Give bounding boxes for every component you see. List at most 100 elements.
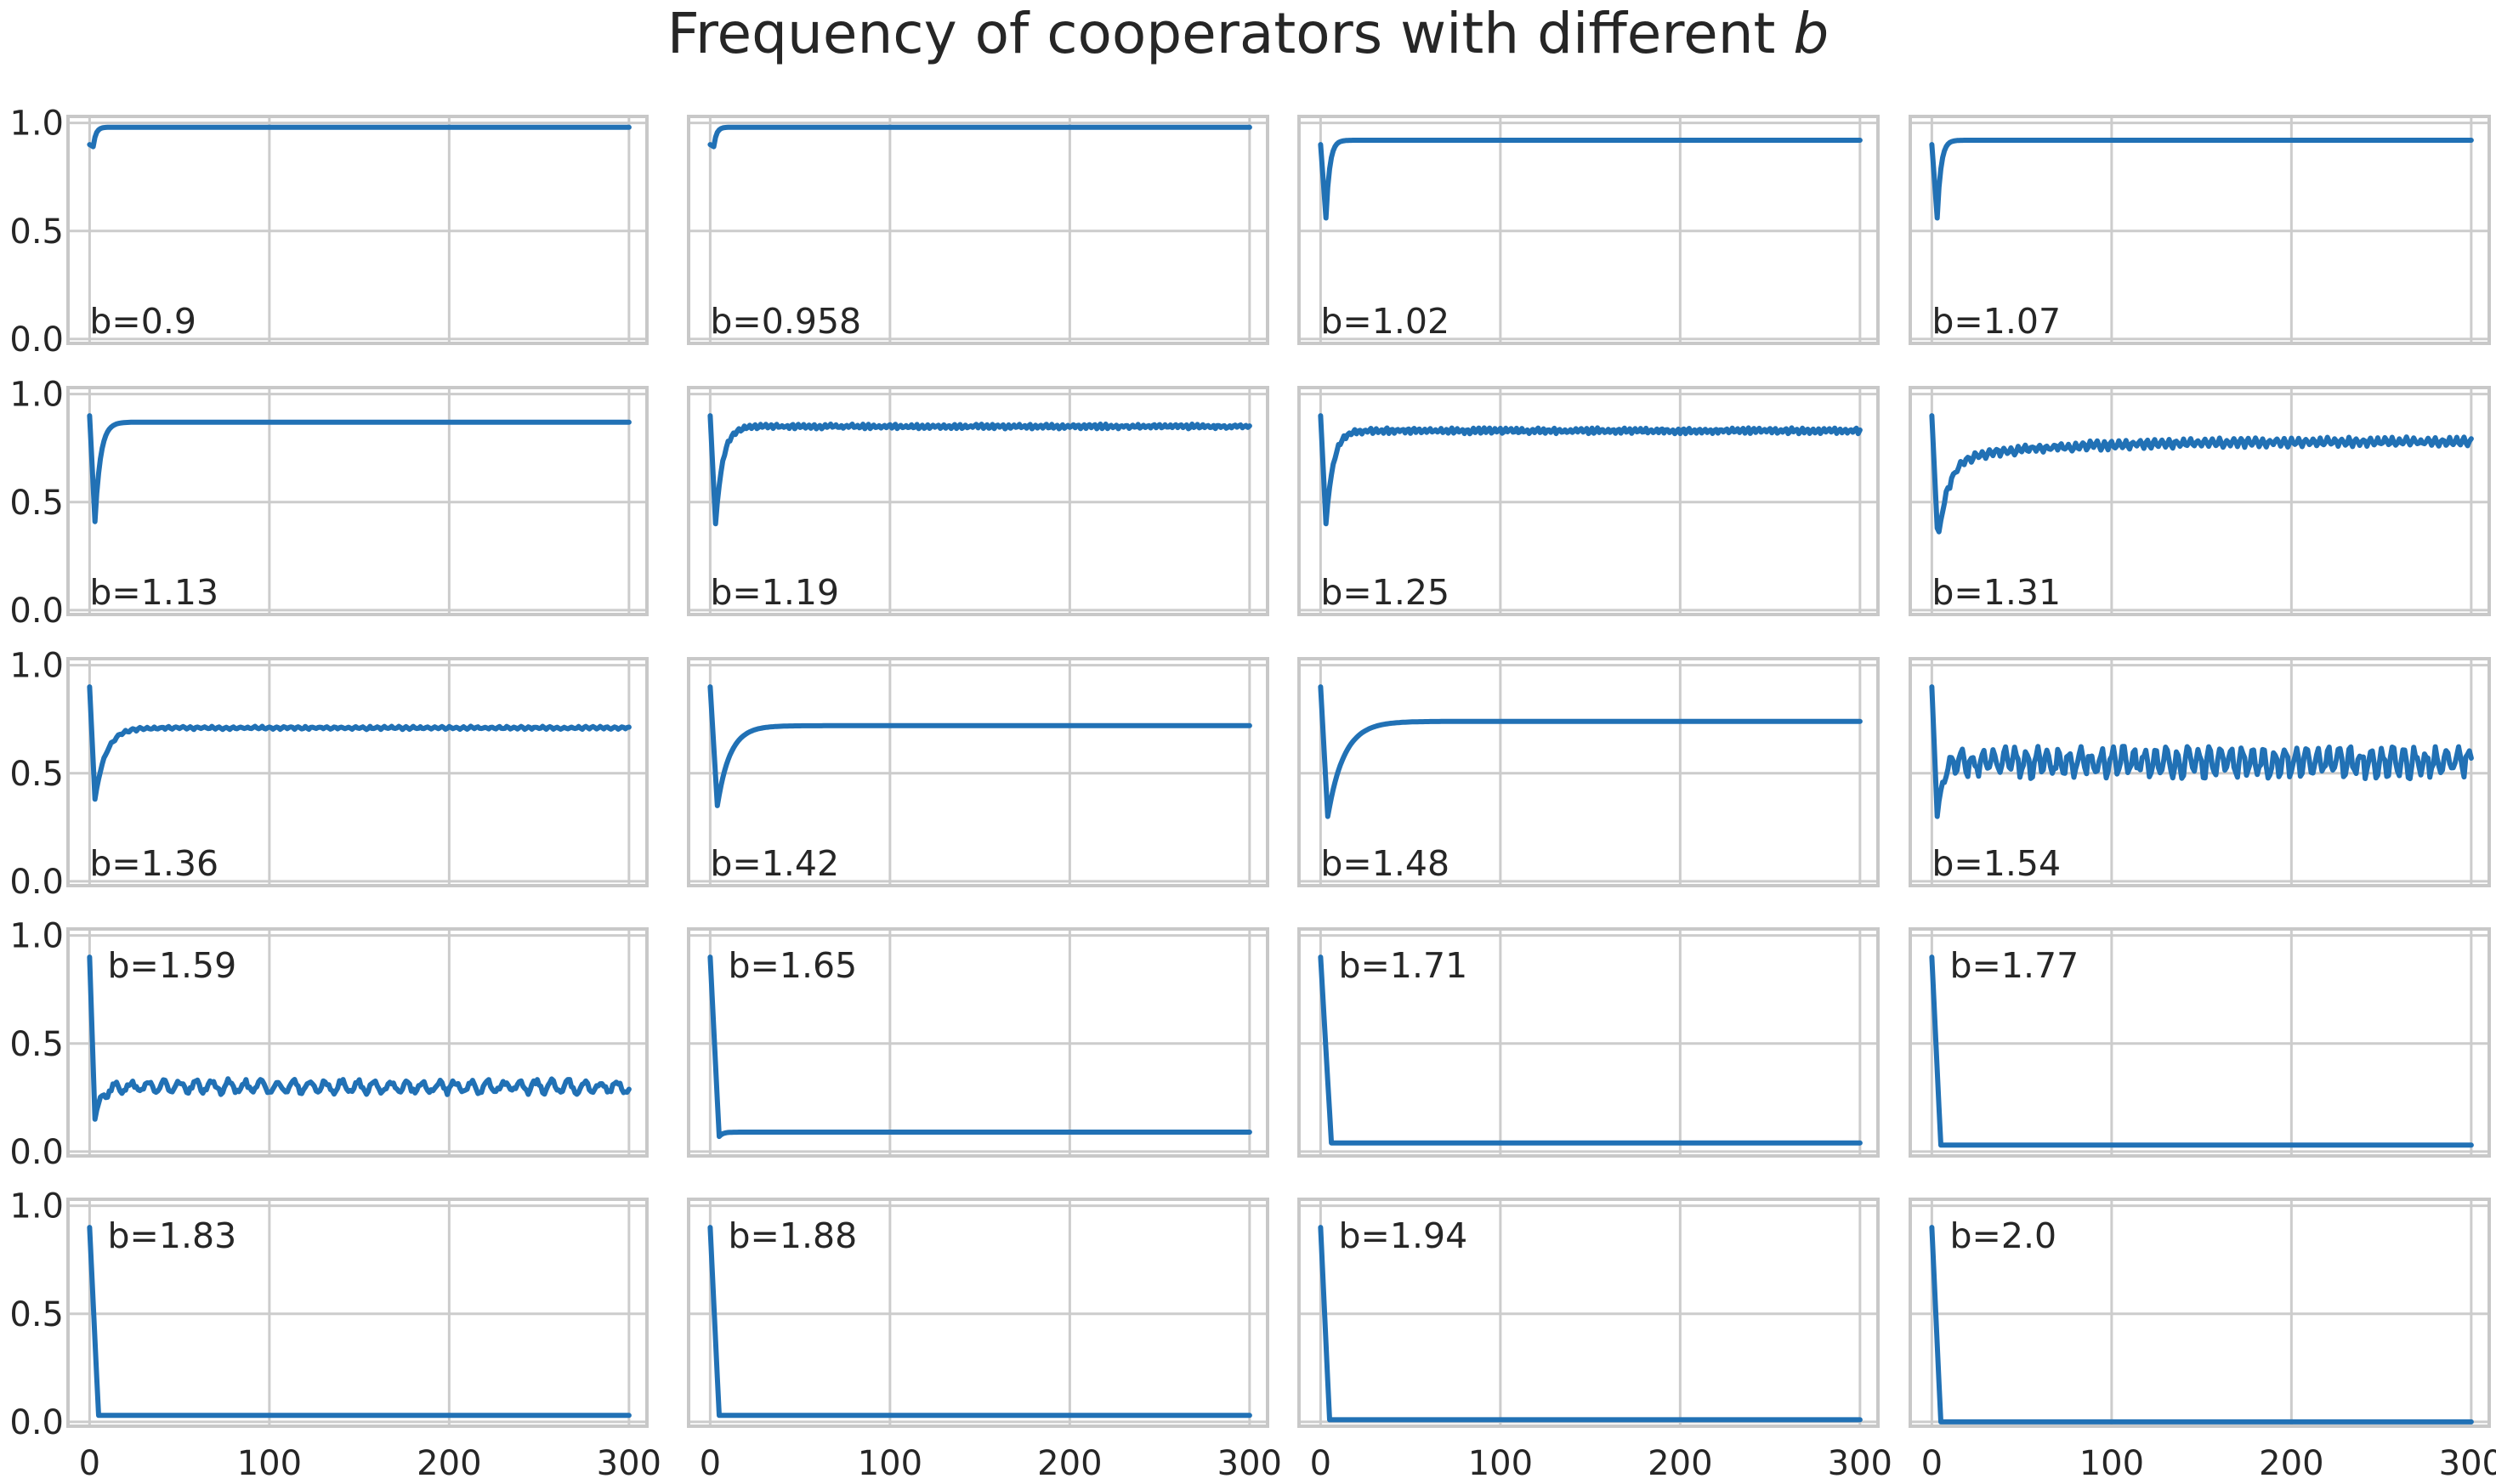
series-line [707,413,1252,527]
panel-label: b=1.07 [1932,301,2061,342]
panel-b=2.0: b=2.0 0 100 200 300 [1909,1198,2496,1483]
x-tick-label: 200 [417,1444,481,1483]
panel-frame [687,1198,1269,1428]
panel-frame [66,927,649,1158]
y-tick-label: 0.5 [9,484,64,523]
x-tick-label: 100 [2079,1444,2144,1483]
panel-frame [66,386,649,616]
x-tick-label: 300 [2439,1444,2496,1483]
series-line [87,1225,632,1419]
x-tick-label: 200 [2259,1444,2323,1483]
panel-label: b=1.83 [108,1215,237,1256]
x-tick-label: 0 [79,1444,100,1483]
panel-b=1.42: b=1.42 [687,657,1269,887]
panel-b=1.02: b=1.02 [1297,115,1880,345]
series-line [707,954,1252,1140]
figure-title: Frequency of cooperators with different … [667,1,1829,66]
series-line [1318,413,1863,527]
panel-label: b=1.25 [1320,572,1449,613]
panel-label: b=1.54 [1932,843,2061,884]
panel-b=1.59: b=1.59 0.0 0.5 1.0 [9,917,649,1172]
panel-label: b=2.0 [1950,1215,2057,1256]
panel-b=1.71: b=1.71 [1297,927,1880,1158]
x-tick-label: 200 [1648,1444,1712,1483]
series-line [1318,684,1863,819]
panel-b=1.48: b=1.48 [1297,657,1880,887]
x-tick-label: 100 [237,1444,302,1483]
panel-frame [1297,386,1880,616]
series-line [1929,954,2474,1148]
panel-b=1.36: b=1.36 0.0 0.5 1.0 [9,647,649,902]
panel-frame [1909,386,2491,616]
series-line [87,124,632,150]
y-tick-label: 0.0 [9,1403,64,1442]
panel-b=1.94: b=1.94 0 100 200 300 [1297,1198,1892,1483]
panel-b=1.07: b=1.07 [1909,115,2491,345]
panel-label: b=1.94 [1339,1215,1468,1256]
x-tick-label: 100 [858,1444,922,1483]
y-tick-label: 1.0 [9,376,64,415]
panel-label: b=1.48 [1320,843,1449,884]
panel-frame [1297,927,1880,1158]
panel-b=1.88: b=1.88 0 100 200 300 [687,1198,1282,1483]
series-line [1929,138,2474,221]
x-tick-label: 0 [1310,1444,1331,1483]
panel-frame [687,115,1269,345]
series-line [1929,684,2474,819]
panel-frame [66,1198,649,1428]
panel-frame [1297,115,1880,345]
y-tick-label: 0.5 [9,1295,64,1334]
series-line [1318,1225,1863,1423]
panel-frame [687,927,1269,1158]
series-line [87,954,632,1122]
small-multiples-grid: b=0.9 0.0 0.5 1.0 b=0.958 b=1.02 b=1.07 b=1.13 0… [9,105,2496,1483]
panel-b=1.77: b=1.77 [1909,927,2491,1158]
figure-title-variable: b [1793,1,1829,66]
panel-label: b=1.77 [1950,945,2079,986]
panel-label: b=1.31 [1932,572,2061,613]
panel-label: b=0.9 [89,301,196,342]
x-tick-label: 300 [1217,1444,1282,1483]
panel-label: b=1.02 [1320,301,1449,342]
panel-label: b=1.65 [729,945,858,986]
panel-label: b=1.36 [89,843,218,884]
panel-frame [1909,927,2491,1158]
series-line [1929,1225,2474,1425]
series-line [707,124,1252,150]
x-tick-label: 0 [1921,1444,1943,1483]
panel-label: b=1.88 [729,1215,858,1256]
panel-b=1.13: b=1.13 0.0 0.5 1.0 [9,376,649,631]
series-line [707,684,1252,808]
panel-label: b=1.71 [1339,945,1468,986]
series-line [1929,413,2474,535]
panel-label: b=1.19 [710,572,839,613]
y-tick-label: 0.0 [9,863,64,902]
y-tick-label: 1.0 [9,647,64,686]
series-line [707,1225,1252,1419]
panel-label: b=1.13 [89,572,218,613]
panel-frame [1909,1198,2491,1428]
panel-frame [687,386,1269,616]
series-line [1318,138,1863,221]
panel-label: b=0.958 [710,301,861,342]
panel-frame [687,657,1269,887]
panel-label: b=1.59 [108,945,237,986]
x-tick-label: 100 [1468,1444,1533,1483]
panel-b=1.19: b=1.19 [687,386,1269,616]
y-tick-label: 0.0 [9,1133,64,1172]
panel-b=1.31: b=1.31 [1909,386,2491,616]
panel-b=0.958: b=0.958 [687,115,1269,345]
panel-b=1.25: b=1.25 [1297,386,1880,616]
panel-frame [66,657,649,887]
panel-b=1.54: b=1.54 [1909,657,2491,887]
y-tick-label: 0.0 [9,320,64,360]
series-line [1318,954,1863,1146]
figure-title-prefix: Frequency of cooperators with different [667,1,1794,66]
panel-frame [1297,657,1880,887]
y-tick-label: 1.0 [9,105,64,144]
x-tick-label: 300 [597,1444,661,1483]
series-line [87,413,632,524]
series-line [87,684,632,802]
panel-frame [1909,657,2491,887]
